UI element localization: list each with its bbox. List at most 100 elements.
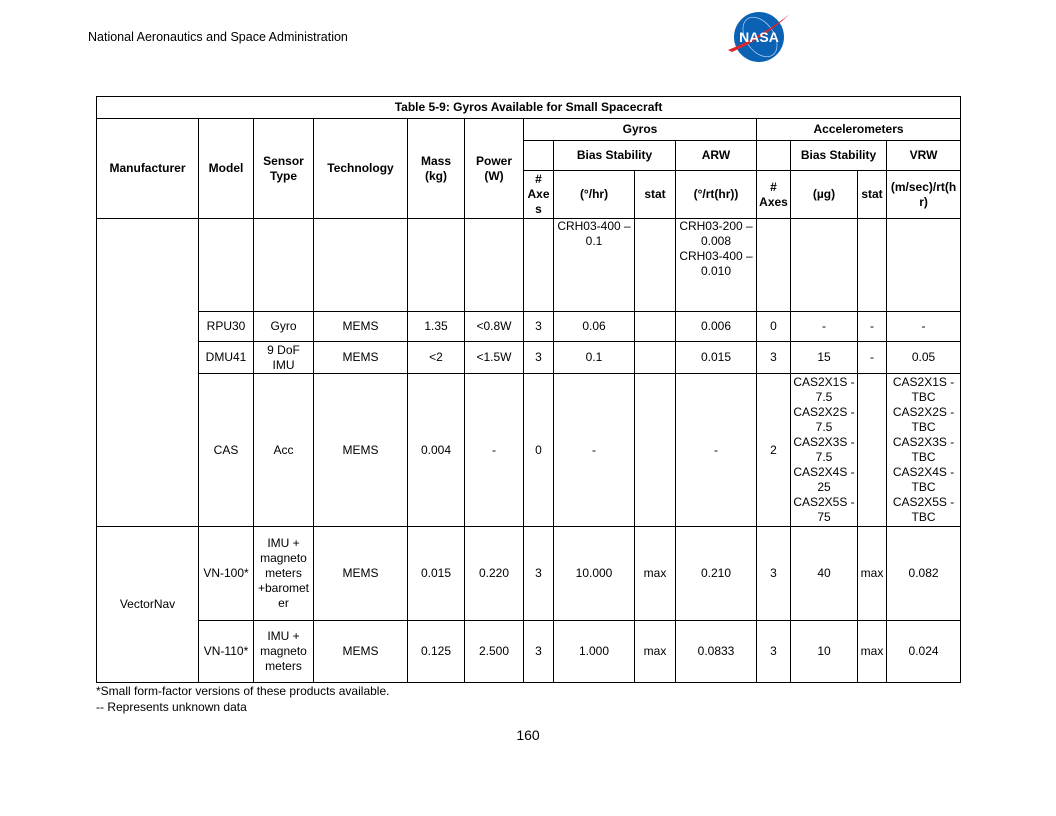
group-gyros: Gyros [523, 118, 757, 141]
table-notes: *Small form-factor versions of these pro… [96, 683, 389, 715]
cell-mass: 0.004 [407, 373, 465, 527]
col-gyro-axes: # Axes [523, 170, 554, 219]
cell-g-stat [634, 373, 676, 527]
table-row: DMU41 9 DoF IMU MEMS <2 <1.5W 3 0.1 0.015 3 15-0.… [97, 341, 962, 374]
table-row: CAS Acc MEMS 0.004-0- -2 CAS2X1S - 7.5 CAS2X2… [97, 373, 962, 527]
cell-g-axes [523, 218, 554, 312]
cell-g-arw: 0.006 [675, 311, 757, 342]
note-small-form-factor: *Small form-factor versions of these pro… [96, 684, 390, 698]
cell-power: 0.220 [464, 526, 524, 621]
empty-cell [756, 140, 791, 171]
cell-a-axes: 3 [756, 526, 791, 621]
col-gyro-arw: ARW [675, 140, 757, 171]
cell-g-bias: CRH03-400 – 0.1 [553, 218, 635, 312]
cell-power [464, 218, 524, 312]
cell-g-arw: 0.0833 [675, 620, 757, 683]
cell-g-arw: 0.015 [675, 341, 757, 374]
col-acc-axes: # Axes [756, 170, 791, 219]
col-gyro-stat: stat [634, 170, 676, 219]
note-unknown-data: -- Represents unknown data [96, 700, 247, 714]
cell-a-axes: 0 [756, 311, 791, 342]
cell-tech: MEMS [313, 620, 408, 683]
cell-mass: 0.015 [407, 526, 465, 621]
cell-a-vrw [885, 218, 962, 312]
cell-model: VN-110* [198, 620, 254, 683]
nasa-logo: NASA [728, 12, 790, 62]
cell-g-bias: - [553, 373, 635, 527]
col-power: Power (W) [464, 118, 524, 219]
cell-sensor [253, 218, 314, 312]
cell-a-axes: 3 [756, 620, 791, 683]
col-acc-stat: stat [857, 170, 887, 219]
cell-a-stat [857, 218, 887, 312]
cell-g-axes: 3 [523, 620, 554, 683]
col-mass: Mass (kg) [407, 118, 465, 219]
group-accelerometers: Accelerometers [755, 118, 962, 141]
cell-a-vrw: - [885, 311, 962, 342]
cell-g-arw: CRH03-200 – 0.008 CRH03-400 – 0.010 [675, 218, 757, 312]
cell-a-stat: - [857, 311, 887, 342]
cell-power: <1.5W [464, 341, 524, 374]
cell-model: VN-100* [198, 526, 254, 621]
cell-g-axes: 0 [523, 373, 554, 527]
cell-tech: MEMS [313, 341, 408, 374]
col-model: Model [198, 118, 254, 219]
cell-model: CAS [198, 373, 254, 527]
cell-a-axes: 3 [756, 341, 791, 374]
col-acc-bias-stability: Bias Stability [790, 140, 887, 171]
cell-a-vrw: 0.082 [885, 526, 962, 621]
cell-tech: MEMS [313, 311, 408, 342]
cell-sensor: IMU + magnetometers +barometer [253, 526, 314, 621]
cell-a-stat: - [857, 341, 887, 374]
empty-cell [523, 140, 554, 171]
cell-mass: <2 [407, 341, 465, 374]
cell-sensor: Acc [253, 373, 314, 527]
cell-sensor: IMU + magnetometers [253, 620, 314, 683]
cell-model [198, 218, 254, 312]
cell-tech: MEMS [313, 526, 408, 621]
table-title: Table 5-9: Gyros Available for Small Spa… [95, 96, 962, 119]
cell-g-stat [634, 311, 676, 342]
svg-text:NASA: NASA [739, 29, 779, 45]
cell-g-axes: 3 [523, 341, 554, 374]
cell-power: <0.8W [464, 311, 524, 342]
col-acc-vrw: VRW [885, 140, 962, 171]
col-gyro-bias-unit: (°/hr) [553, 170, 635, 219]
cell-a-bias: 15 [790, 341, 858, 374]
cell-a-axes [756, 218, 791, 312]
cell-power: - [464, 373, 524, 527]
cell-g-axes: 3 [523, 526, 554, 621]
cell-g-arw: - [675, 373, 757, 527]
cell-tech [313, 218, 408, 312]
gyros-table: Table 5-9: Gyros Available for Small Spa… [95, 96, 962, 683]
col-technology: Technology [313, 118, 408, 219]
col-sensor-type: Sensor Type [253, 118, 314, 219]
cell-power: 2.500 [464, 620, 524, 683]
table-row: RPU30 Gyro MEMS 1.35 <0.8W 3 0.06 0.006 0- - - [97, 311, 962, 342]
col-acc-vrw-unit: (m/sec)/rt(hr) [885, 170, 962, 219]
cell-a-bias: 10 [790, 620, 858, 683]
cell-a-stat: max [857, 526, 887, 621]
cell-g-bias: 0.1 [553, 341, 635, 374]
cell-a-stat: max [857, 620, 887, 683]
cell-a-bias: - [790, 311, 858, 342]
cell-a-vrw: 0.024 [885, 620, 962, 683]
page-number: 160 [516, 727, 540, 743]
cell-a-vrw: 0.05 [885, 341, 962, 374]
cell-a-bias [790, 218, 858, 312]
cell-g-bias: 1.000 [553, 620, 635, 683]
col-manufacturer: Manufacturer [96, 118, 199, 219]
cell-tech: MEMS [313, 373, 408, 527]
table-row: VectorNav VN-100* IMU + magnetometers +bar… [96, 526, 962, 683]
cell-mass: 0.125 [407, 620, 465, 683]
cell-g-stat: max [634, 620, 676, 683]
cell-g-bias: 10.000 [553, 526, 635, 621]
cell-g-stat: max [634, 526, 676, 621]
cell-model: RPU30 [198, 311, 254, 342]
col-gyro-bias-stability: Bias Stability [553, 140, 676, 171]
cell-g-stat [634, 341, 676, 374]
col-acc-bias-unit: (µg) [790, 170, 858, 219]
cell-manufacturer: VectorNav [96, 526, 199, 683]
cell-a-stat [857, 373, 887, 527]
cell-a-bias: 40 [790, 526, 858, 621]
